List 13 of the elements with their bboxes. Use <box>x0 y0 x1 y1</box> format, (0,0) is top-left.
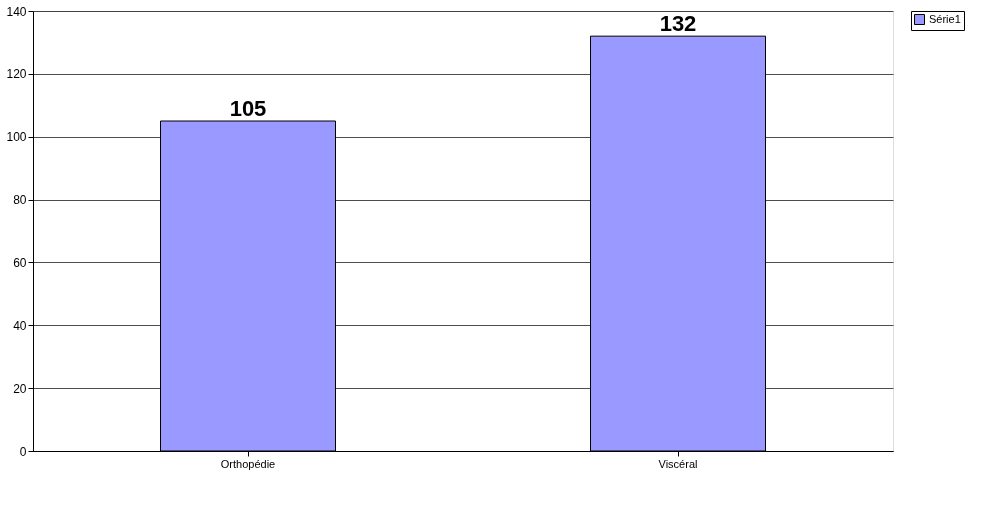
y-tick-label: 120 <box>6 67 27 82</box>
y-tick-label: 0 <box>19 444 27 459</box>
x-tick-label: Orthopédie <box>220 457 276 470</box>
y-tick-label: 140 <box>6 4 27 19</box>
x-tick-label: Viscéral <box>658 457 698 470</box>
legend-label: Série1 <box>929 12 961 25</box>
y-tick-label: 80 <box>13 193 27 208</box>
y-tick-label: 60 <box>13 255 27 270</box>
y-tick-label: 100 <box>6 130 27 145</box>
y-tick-label: 20 <box>13 381 27 396</box>
y-tick-label: 40 <box>13 318 27 333</box>
data-label: 132 <box>659 11 697 37</box>
data-label: 105 <box>229 96 267 121</box>
